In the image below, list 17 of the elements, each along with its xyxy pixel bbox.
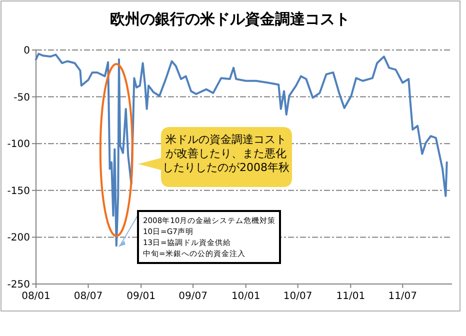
x-tick-label: 11/01 bbox=[336, 291, 366, 302]
x-tick-label: 09/01 bbox=[126, 291, 156, 302]
x-tick-label: 09/07 bbox=[178, 291, 208, 302]
chart-title: 欧州の銀行の米ドル資金調達コスト bbox=[110, 10, 350, 28]
y-tick-label: -250 bbox=[7, 280, 30, 290]
x-tick-label: 11/07 bbox=[388, 291, 418, 302]
y-tick-label: -200 bbox=[7, 232, 30, 244]
x-tick-label: 10/07 bbox=[283, 291, 312, 302]
line-series bbox=[35, 52, 448, 247]
y-tick-label: -100 bbox=[7, 139, 30, 150]
x-tick-label: 10/01 bbox=[231, 291, 260, 302]
y-tick-label: 0 bbox=[24, 46, 30, 56]
y-tick-label: -150 bbox=[7, 186, 30, 197]
y-tick-label: -50 bbox=[14, 92, 30, 104]
x-tick-label: 08/07 bbox=[74, 291, 103, 302]
annotation: 米ドルの資金調達コストが改善したり、また悪化したりしたのが2008年秋 bbox=[162, 133, 290, 174]
x-tick-label: 08/01 bbox=[22, 291, 50, 302]
